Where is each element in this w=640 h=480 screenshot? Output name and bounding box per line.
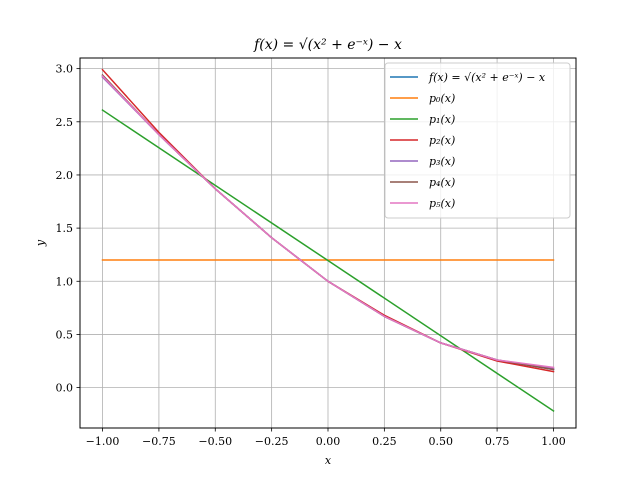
legend-label-4: p₃(x) — [429, 155, 455, 168]
x-tick-label: −0.75 — [142, 435, 176, 448]
y-tick-label: 2.0 — [56, 169, 74, 182]
x-tick-label: 0.75 — [485, 435, 510, 448]
x-tick-label: −0.50 — [198, 435, 232, 448]
x-tick-label: −1.00 — [86, 435, 120, 448]
ticks: −1.00 −0.75 −0.50 −0.25 0.00 0.25 0.50 0.75 1.00… — [56, 63, 566, 448]
legend-label-0: f(x) = √(x² + e⁻ˣ) − x — [428, 71, 546, 84]
series-line-6 — [101, 75, 555, 369]
series-lines — [101, 68, 555, 413]
y-tick-label: 1.0 — [56, 275, 74, 288]
x-tick-label: 0.25 — [372, 435, 397, 448]
x-tick-label: 1.00 — [541, 435, 566, 448]
y-tick-label: 0.5 — [56, 328, 74, 341]
y-tick-label: 3.0 — [56, 63, 74, 76]
x-tick-label: 0.00 — [316, 435, 341, 448]
legend-label-1: p₀(x) — [429, 92, 455, 105]
y-tick-label: 1.5 — [56, 222, 74, 235]
y-tick-label: 0.0 — [56, 382, 74, 395]
legend: f(x) = √(x² + e⁻ˣ) − x p₀(x) p₁(x) p₂(x) p₃(… — [384, 62, 571, 219]
legend-label-3: p₂(x) — [429, 134, 455, 147]
x-tick-label: −0.25 — [255, 435, 289, 448]
chart-title: f(x) = √(x² + e⁻ˣ) − x — [253, 37, 402, 53]
y-axis-label: y — [34, 239, 47, 247]
x-axis-label: x — [325, 454, 332, 467]
legend-label-5: p₄(x) — [429, 176, 455, 189]
series-line-2 — [101, 109, 555, 413]
x-tick-label: 0.50 — [428, 435, 453, 448]
legend-box — [384, 62, 571, 219]
legend-label-6: p₅(x) — [429, 197, 455, 210]
y-tick-label: 2.5 — [56, 116, 74, 129]
legend-label-2: p₁(x) — [429, 113, 455, 126]
